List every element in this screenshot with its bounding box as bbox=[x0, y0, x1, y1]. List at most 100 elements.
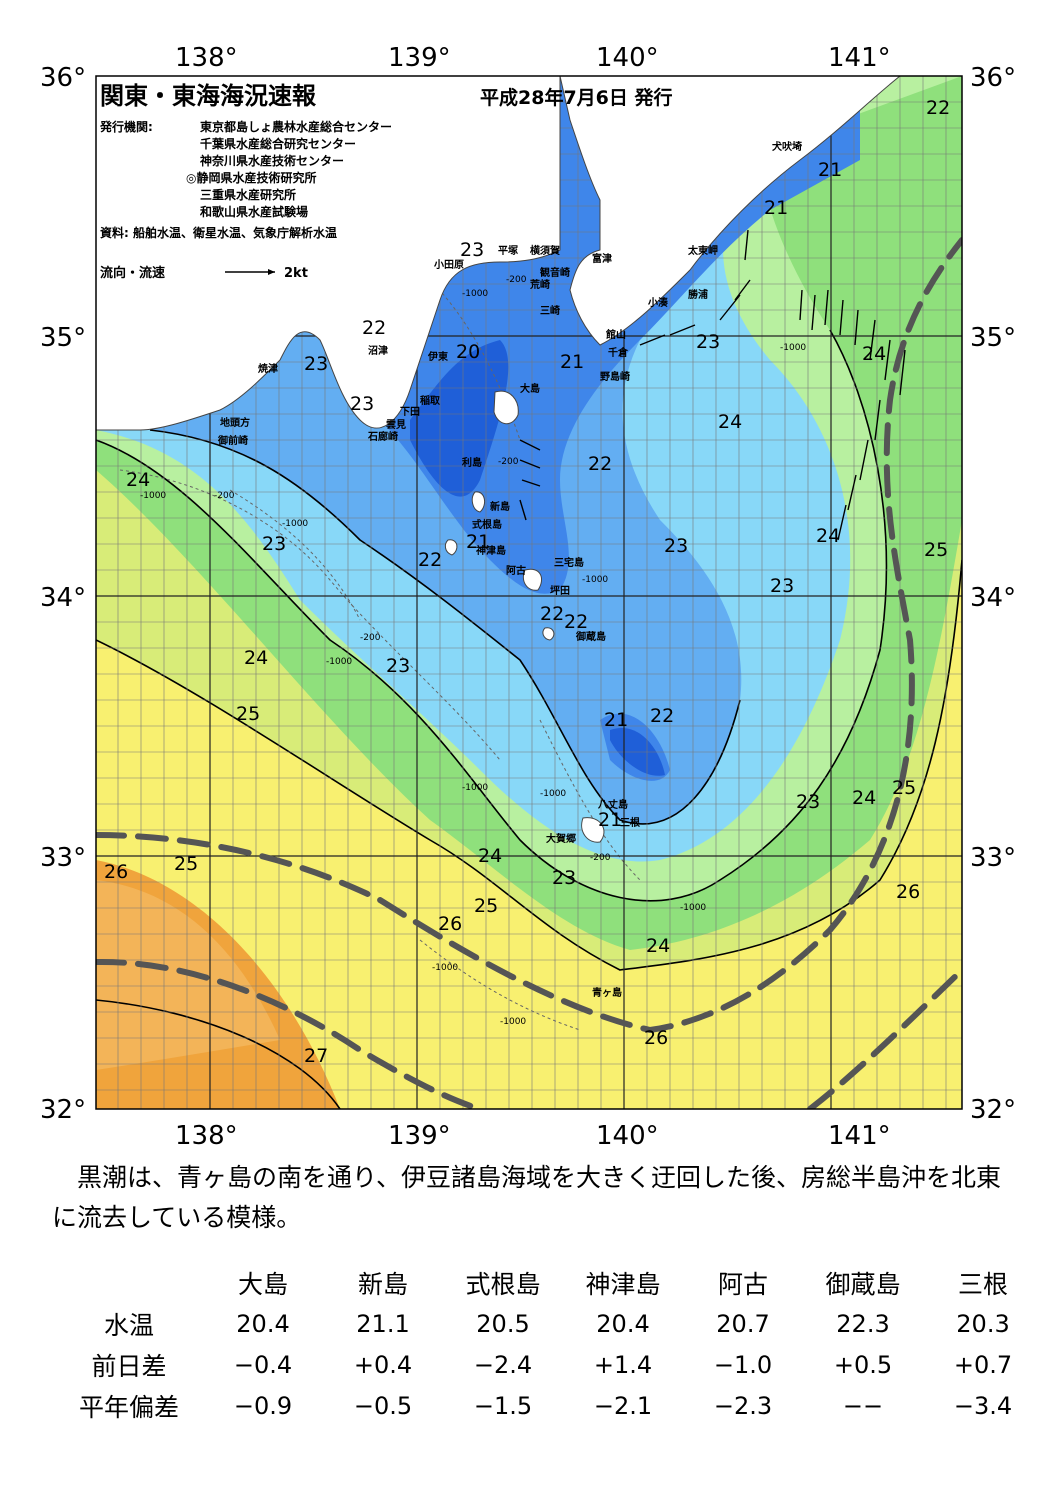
table-cell: 20.4 bbox=[596, 1309, 650, 1338]
lat-label-right: 36° bbox=[970, 63, 1016, 93]
place-label: 大賀郷 bbox=[546, 832, 576, 845]
row-header: 平年偏差 bbox=[78, 1392, 179, 1422]
lat-label-left: 36° bbox=[40, 63, 86, 93]
place-label: 横須賀 bbox=[530, 244, 560, 257]
table-cell: +0.4 bbox=[353, 1350, 413, 1379]
graticule bbox=[96, 76, 962, 1109]
table-header-row: 大島 新島 式根島 神津島 阿古 御蔵島 三根 bbox=[55, 1262, 1043, 1303]
place-label: 観音崎 bbox=[540, 266, 570, 279]
issue-date: 平成28年7月6日 発行 bbox=[480, 86, 673, 109]
issuer-label: 発行機関: bbox=[99, 119, 153, 134]
depth-label: -200 bbox=[498, 457, 519, 467]
kuroshio-path-east bbox=[807, 967, 962, 1109]
issuer: 神奈川県水産技術センター bbox=[200, 153, 344, 168]
observation-table: 大島 新島 式根島 神津島 阿古 御蔵島 三根 水温 20.4 21.1 20.… bbox=[55, 1262, 1043, 1426]
depth-label: -1000 bbox=[140, 491, 166, 501]
land bbox=[96, 76, 901, 843]
isotherm-label: 25 bbox=[174, 853, 198, 875]
isotherm-label: 23 bbox=[350, 393, 374, 415]
isotherm-label: 21 bbox=[598, 809, 622, 831]
isotherm-label: 27 bbox=[304, 1045, 328, 1067]
isotherm-label: 25 bbox=[924, 539, 948, 561]
row-header: 前日差 bbox=[91, 1351, 167, 1381]
place-label: 勝浦 bbox=[688, 288, 708, 301]
place-label: 八丈島 bbox=[597, 798, 628, 811]
depth-label: -1000 bbox=[326, 657, 352, 667]
kuroshio-path-main bbox=[96, 237, 962, 1034]
axis-labels: 138° 139° 140° 141° 138° 139° 140° 141° … bbox=[40, 43, 1016, 1151]
place-label: 沼津 bbox=[368, 344, 388, 357]
place-label: 式根島 bbox=[472, 518, 502, 531]
table-cell: 20.5 bbox=[476, 1309, 530, 1338]
isotherm-label: 23 bbox=[552, 867, 576, 889]
lat-label-left: 34° bbox=[40, 583, 86, 613]
place-label: 犬吠埼 bbox=[772, 140, 802, 153]
place-label: 伊東 bbox=[427, 350, 448, 363]
lon-label-top: 140° bbox=[596, 43, 659, 73]
isotherm-label: 20 bbox=[456, 341, 480, 363]
isotherm-label: 21 bbox=[604, 709, 628, 731]
table-cell: −0.9 bbox=[233, 1391, 293, 1420]
table-cell: −2.4 bbox=[473, 1350, 533, 1379]
lat-label-left: 35° bbox=[40, 323, 86, 353]
place-label: 御蔵島 bbox=[575, 630, 606, 643]
isotherm-label: 22 bbox=[588, 453, 612, 475]
kozushima-island bbox=[444, 539, 458, 556]
isotherm-label: 24 bbox=[862, 343, 886, 365]
table-cell: −0.4 bbox=[233, 1350, 293, 1379]
isotherm-label: 26 bbox=[644, 1027, 668, 1049]
column-header: 三根 bbox=[957, 1269, 1008, 1299]
isotherm-27 bbox=[96, 999, 341, 1109]
depth-label: -1000 bbox=[582, 575, 608, 585]
lon-label-bottom: 139° bbox=[388, 1121, 451, 1151]
isotherm-labels: 20 21 21 21 21 21 21 22 22 22 22 22 22 2… bbox=[104, 97, 950, 1067]
place-label: 小湊 bbox=[647, 296, 669, 309]
issuer: 和歌山県水産試験場 bbox=[199, 204, 308, 219]
table-cell: 20.3 bbox=[956, 1309, 1010, 1338]
depth-label: -1000 bbox=[540, 789, 566, 799]
isotherm-label: 21 bbox=[818, 159, 842, 181]
isotherm-label: 22 bbox=[564, 611, 588, 633]
place-label: 青ヶ島 bbox=[592, 986, 622, 999]
lat-label-right: 35° bbox=[970, 323, 1016, 353]
legend-arrowhead-icon bbox=[268, 269, 275, 275]
depth-labels: -200 -1000 -1000 -200 -1000 -1000 -1000 … bbox=[140, 275, 806, 1027]
place-label: 三宅島 bbox=[554, 556, 584, 569]
map-frame bbox=[95, 75, 963, 1110]
place-label: 太東岬 bbox=[687, 244, 718, 257]
table-cell: −− bbox=[842, 1391, 884, 1420]
isotherm-label: 24 bbox=[718, 411, 742, 433]
isotherm-label: 23 bbox=[460, 239, 484, 261]
place-label: 平塚 bbox=[498, 244, 518, 257]
lon-label-bottom: 138° bbox=[175, 1121, 238, 1151]
place-labels: 犬吠埼 太東岬 勝浦 小湊 富津 館山 千倉 野島崎 横須賀 観音崎 平塚 小田… bbox=[217, 140, 802, 999]
isotherm-label: 22 bbox=[418, 549, 442, 571]
table-cell: −3.4 bbox=[953, 1391, 1013, 1420]
boso-peninsula bbox=[559, 76, 901, 346]
sea-condition-map: 138° 139° 140° 141° 138° 139° 140° 141° … bbox=[40, 43, 1016, 1151]
legend-label: 流向・流速 bbox=[100, 265, 165, 281]
place-label: 地頭方 bbox=[220, 416, 250, 429]
isotherm-label: 24 bbox=[478, 845, 502, 867]
depth-label: -1000 bbox=[462, 289, 488, 299]
place-label: 館山 bbox=[605, 328, 626, 341]
kuroshio-path-south bbox=[96, 958, 483, 1109]
lat-label-right: 33° bbox=[970, 843, 1016, 873]
column-header: 式根島 bbox=[465, 1269, 541, 1299]
isotherm-label: 22 bbox=[540, 603, 564, 625]
map-svg: 138° 139° 140° 141° 138° 139° 140° 141° … bbox=[40, 43, 1016, 1151]
place-label: 野島崎 bbox=[600, 370, 630, 383]
place-label: 利島 bbox=[462, 456, 482, 469]
depth-label: -1000 bbox=[282, 519, 308, 529]
isotherm-label: 21 bbox=[560, 351, 584, 373]
isotherm-label: 26 bbox=[104, 861, 128, 883]
column-header: 神津島 bbox=[585, 1269, 661, 1299]
map-title: 関東・東海海況速報 bbox=[100, 82, 317, 110]
place-label: 焼津 bbox=[258, 362, 278, 375]
depth-label: -200 bbox=[506, 275, 527, 285]
isotherm-label: 22 bbox=[650, 705, 674, 727]
issuer: 千葉県水産総合研究センター bbox=[200, 136, 356, 151]
place-label: 御前崎 bbox=[217, 434, 248, 447]
isotherm-label: 26 bbox=[896, 881, 920, 903]
lon-label-bottom: 141° bbox=[828, 1121, 891, 1151]
